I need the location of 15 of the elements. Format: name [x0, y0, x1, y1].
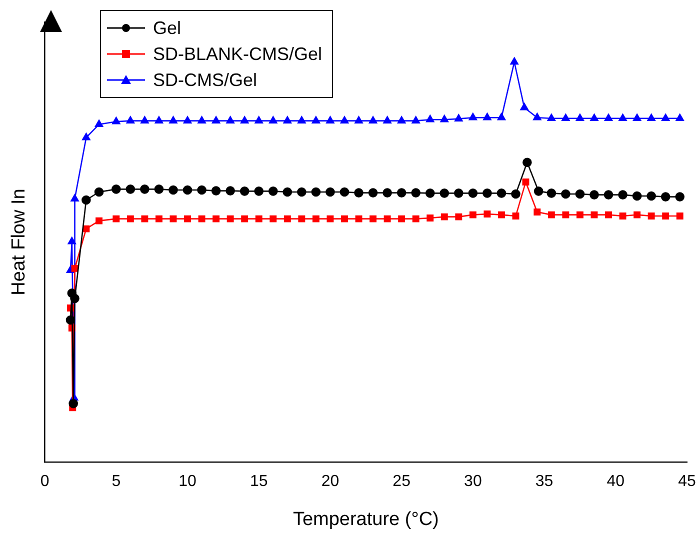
x-axis-title: Temperature (°C) — [292, 508, 439, 530]
x-tick-label: 5 — [112, 473, 121, 490]
legend-label: Gel — [153, 18, 182, 38]
x-tick-label: 45 — [678, 473, 696, 490]
x-tick-label: 40 — [606, 473, 625, 490]
x-tick-label: 0 — [40, 473, 50, 490]
x-tick-label: 35 — [535, 473, 554, 490]
x-tick-label: 30 — [464, 473, 482, 490]
x-tick-label: 10 — [178, 473, 197, 490]
y-axis-title: Heat Flow In — [8, 188, 30, 296]
x-tick-label: 25 — [392, 473, 411, 490]
x-tick-label: 20 — [321, 473, 340, 490]
legend-label: SD-CMS/Gel — [153, 70, 258, 90]
x-tick-label: 15 — [250, 473, 268, 490]
legend-label: SD-BLANK-CMS/Gel — [153, 44, 322, 64]
